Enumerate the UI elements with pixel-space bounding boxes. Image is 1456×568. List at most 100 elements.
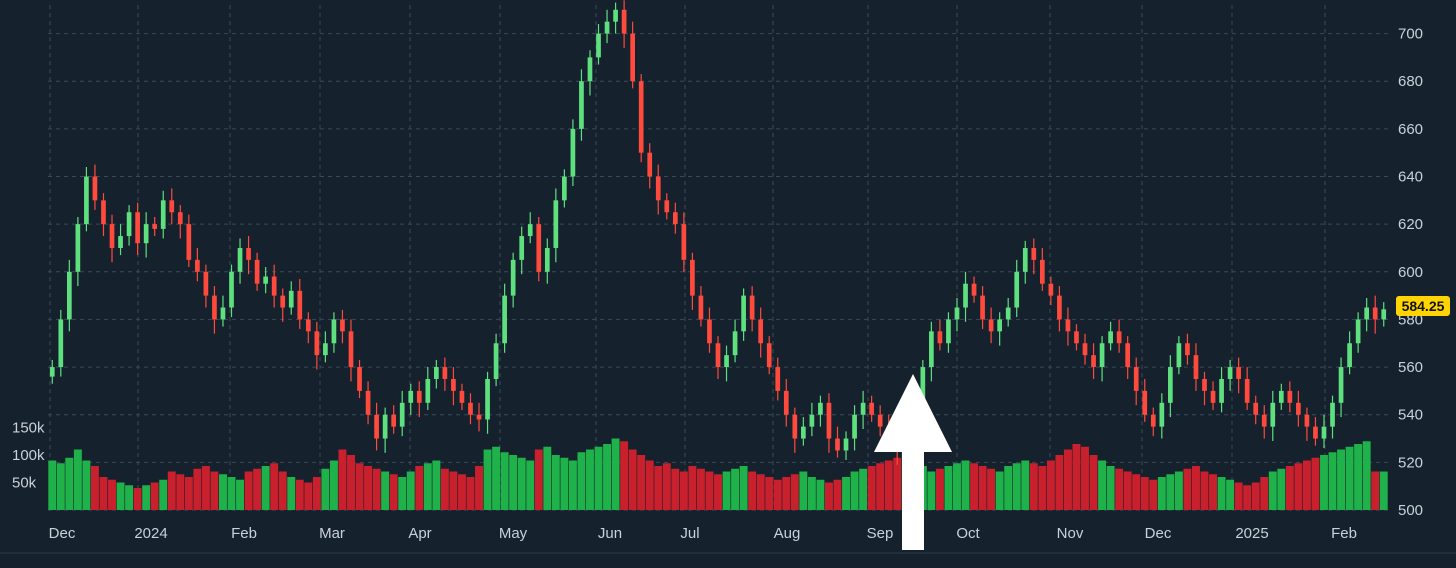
volume-bar	[1200, 471, 1209, 510]
candle-body	[340, 319, 345, 332]
volume-bar	[577, 452, 586, 510]
volume-bar	[1140, 477, 1149, 510]
candle-body	[66, 271, 72, 320]
volume-bar	[167, 471, 176, 510]
volume-bar	[1123, 471, 1132, 510]
candle-body	[1330, 402, 1335, 427]
volume-bar	[876, 463, 885, 510]
candle-body	[451, 378, 456, 391]
candle-body	[604, 21, 610, 34]
candle-body	[323, 343, 328, 356]
candle-body	[766, 343, 772, 368]
volume-bar	[722, 471, 731, 510]
candle-body	[143, 224, 149, 244]
volume-bar	[1012, 463, 1021, 510]
volume-bar	[415, 466, 424, 510]
volume-bar	[1337, 449, 1346, 510]
candle-body	[741, 295, 746, 332]
candle-body	[732, 331, 738, 356]
candle-body	[1227, 367, 1233, 379]
volume-bar	[884, 460, 893, 510]
volume-bar	[133, 488, 142, 510]
volume-bar	[714, 474, 722, 510]
volume-bar	[1234, 482, 1243, 510]
candle-body	[664, 200, 670, 213]
volume-bar	[1166, 474, 1175, 510]
volume-bar	[99, 477, 108, 510]
volume-bar	[176, 474, 185, 510]
volume-bar	[1260, 477, 1269, 510]
volume-bar	[1320, 455, 1328, 510]
candle-body	[724, 355, 729, 368]
volume-bar	[987, 468, 996, 510]
candle-body	[818, 402, 823, 415]
volume-axis: 50k 100k 150k	[12, 420, 45, 492]
volume-bar	[389, 474, 398, 510]
volume-bar	[551, 455, 560, 510]
volume-bar	[637, 455, 646, 510]
candle-body	[698, 295, 704, 320]
volume-bar	[159, 479, 168, 510]
candle-body	[1313, 426, 1318, 439]
volume-bar	[56, 463, 65, 510]
candle-body	[152, 224, 158, 229]
volume-bar	[1055, 455, 1064, 510]
candle-body	[1193, 355, 1199, 379]
candle-body	[365, 390, 371, 415]
time-tick-label: Sep	[867, 525, 894, 542]
candle-body	[1031, 247, 1037, 260]
volume-bar	[509, 455, 518, 510]
candle-body	[988, 319, 994, 332]
candle-body	[690, 259, 695, 296]
candle-body	[621, 9, 627, 34]
volume-bar	[73, 449, 82, 510]
volume-bar	[679, 471, 688, 510]
candle-body	[1304, 414, 1310, 427]
volume-bar	[236, 479, 245, 510]
volume-bar	[944, 466, 953, 510]
candle-body	[314, 331, 320, 356]
candle-body	[869, 402, 874, 415]
candle-body	[852, 414, 857, 439]
volume-bar	[560, 457, 569, 510]
candle-body	[493, 343, 499, 379]
volume-bar	[1217, 477, 1226, 510]
volume-bar	[927, 471, 936, 510]
candle-body	[459, 390, 465, 403]
arrow-head	[874, 374, 952, 452]
volume-bar	[705, 471, 714, 510]
candle-body	[681, 224, 687, 260]
price-tick-label: 620	[1398, 216, 1423, 233]
volume-bar	[398, 477, 407, 510]
volume-bar	[355, 463, 364, 510]
volume-bar	[816, 479, 825, 510]
volume-bar	[312, 477, 321, 510]
candle-body	[1150, 414, 1156, 427]
volume-bar	[381, 471, 390, 510]
candle-body	[596, 33, 601, 58]
volume-bar	[1106, 466, 1115, 510]
candle-body	[135, 212, 140, 244]
volume-bar	[432, 460, 441, 510]
volume-bar	[219, 474, 227, 510]
volume-bar	[406, 471, 415, 510]
volume-bar	[142, 485, 151, 510]
candle-body	[980, 295, 985, 320]
volume-bar	[500, 452, 509, 510]
candle-body	[1057, 295, 1062, 320]
candle-body	[442, 367, 448, 379]
volume-bar	[662, 463, 671, 510]
volume-bar	[867, 466, 876, 510]
candle-body	[408, 390, 414, 403]
volume-bar	[696, 468, 705, 510]
volume-bar	[210, 471, 219, 510]
time-tick-label: Dec	[1145, 525, 1172, 542]
candle-body	[510, 259, 516, 296]
candle-body	[630, 33, 635, 82]
volume-bar	[1354, 444, 1363, 510]
candle-body	[374, 414, 379, 439]
volume-bar	[850, 471, 859, 510]
volume-bar	[125, 485, 134, 510]
volume-bar	[1174, 471, 1183, 510]
volume-bar	[594, 446, 603, 510]
